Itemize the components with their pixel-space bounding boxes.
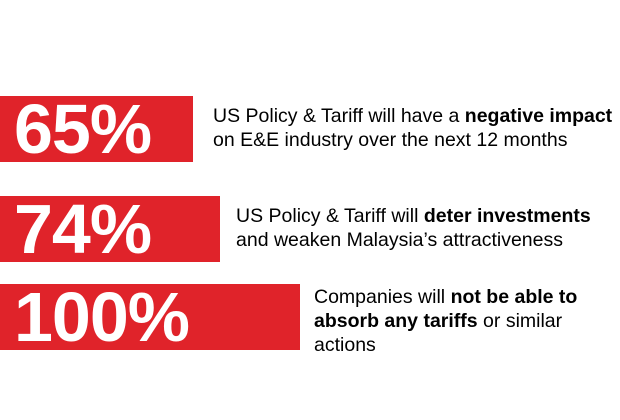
stat-description-2-part-1: US Policy & Tariff will (236, 205, 424, 227)
stat-description-3-emphasis: not be able to absorb any tariffs (314, 286, 578, 332)
stat-description-2-part-2: and weaken Malaysia’s attractiveness (236, 228, 563, 251)
stat-value-65: 65% (0, 94, 193, 164)
stat-description-1-part-2: on E&E industry over the next 12 months (213, 128, 568, 151)
stat-description-3-part-2: or similar actions (314, 309, 563, 356)
stat-value-100: 100% (0, 282, 300, 352)
stat-description-1-part-1: US Policy & Tariff will have a (213, 105, 465, 127)
stat-description-1-emphasis: negative impact (464, 105, 613, 127)
stat-description-2-emphasis: deter investments (423, 205, 591, 227)
stat-description-3: Companies will not be able to absorb any… (314, 286, 604, 357)
stat-description-3-part-1: Companies will (314, 286, 451, 308)
stat-description-2: US Policy & Tariff will deter investment… (236, 205, 606, 253)
stat-value-74: 74% (0, 194, 220, 264)
stat-description-1: US Policy & Tariff will have a negative … (213, 105, 613, 153)
